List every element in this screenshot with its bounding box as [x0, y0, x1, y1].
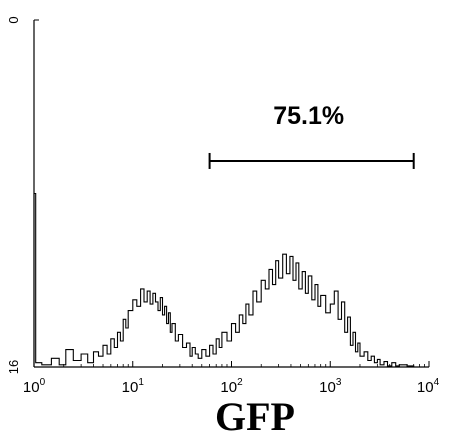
x-axis-label: GFP: [215, 394, 295, 439]
y-tick-label: 0: [6, 16, 21, 23]
gate-label: 75.1%: [273, 102, 344, 130]
plot-frame: [33, 19, 429, 368]
y-axis-tick-labels: 0 16: [6, 16, 21, 374]
x-axis-ticks: 100 101 102 103 104: [23, 361, 440, 396]
series-group: [33, 192, 415, 367]
x-tick-label: 104: [417, 377, 440, 396]
x-tick-label: 101: [122, 377, 145, 396]
x-tick-label: 102: [220, 377, 243, 396]
gate-group: 75.1%: [208, 102, 415, 169]
x-tick-label: 100: [23, 377, 46, 396]
y-tick-label: 16: [6, 360, 21, 374]
histogram-series-line: [33, 192, 415, 367]
x-tick-label: 103: [319, 377, 342, 396]
